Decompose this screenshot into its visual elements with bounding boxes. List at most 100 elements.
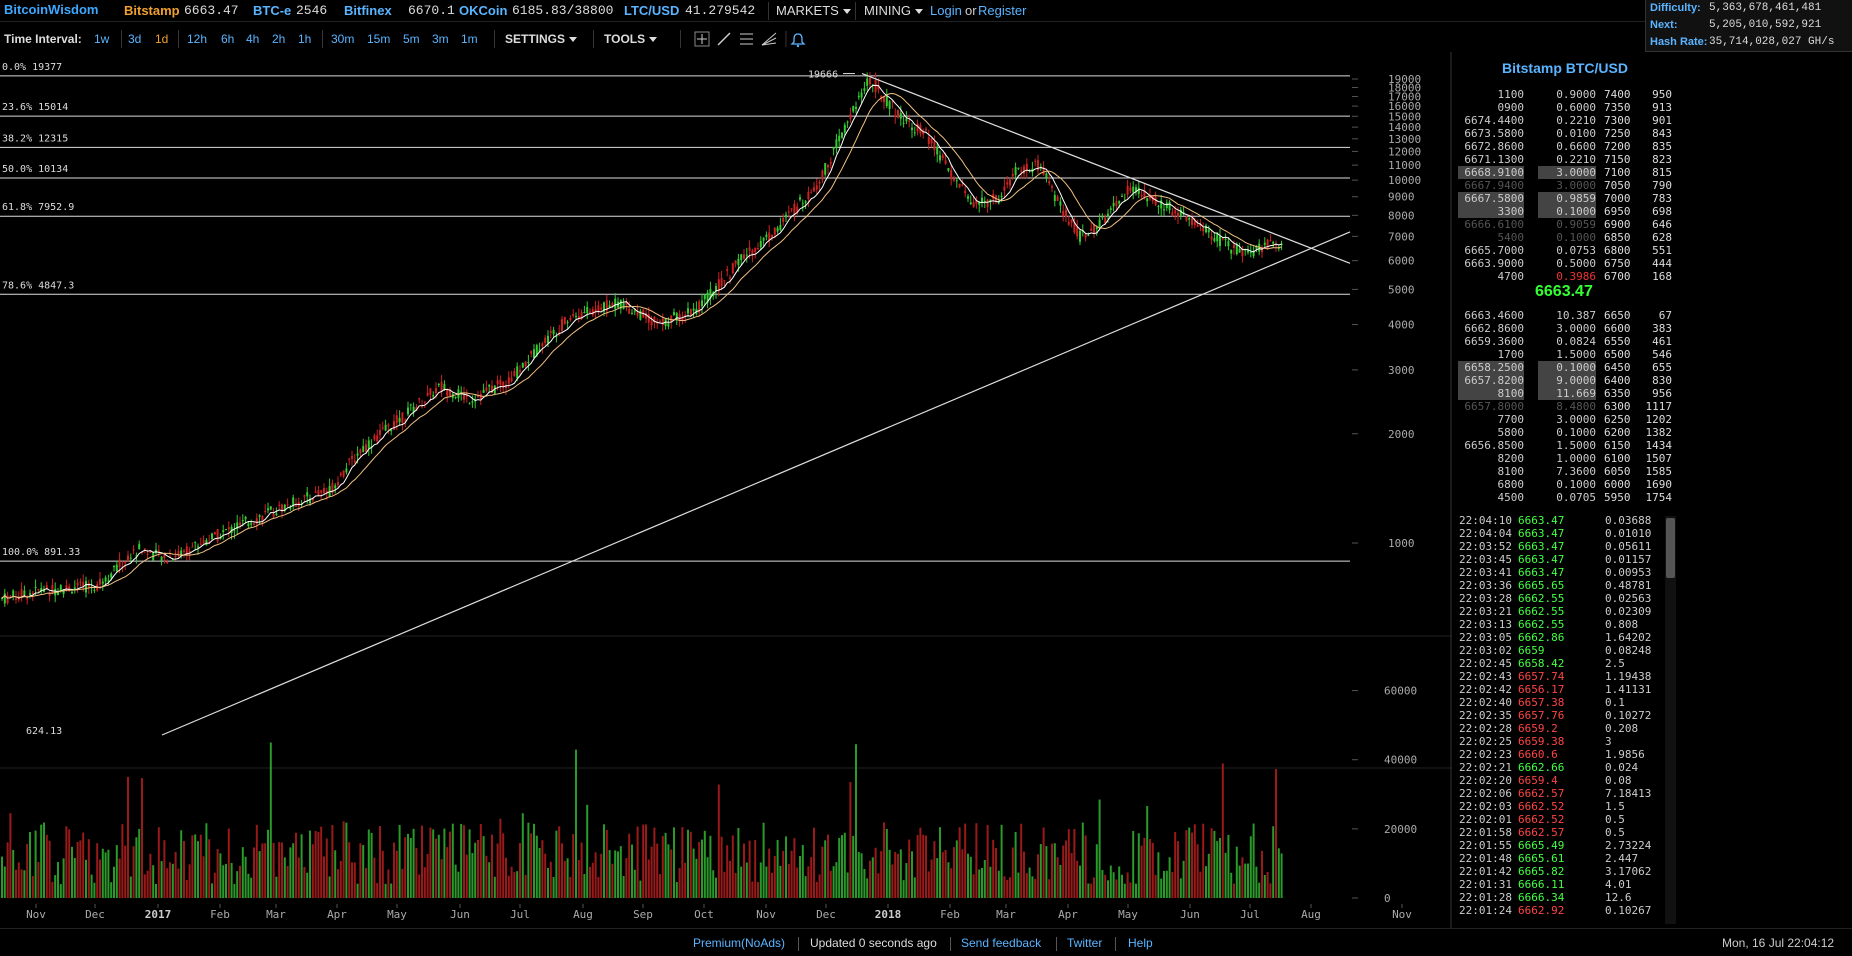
interval-1w[interactable]: 1w [94, 32, 110, 46]
chart-svg[interactable]: 1900018000170001600015000140001300012000… [0, 52, 1452, 928]
candle-body [916, 123, 919, 132]
interval-30m[interactable]: 30m [331, 32, 355, 46]
interval-3m[interactable]: 3m [432, 32, 449, 46]
price-tick-label: 12000 [1388, 145, 1421, 158]
interval-12h[interactable]: 12h [187, 32, 208, 46]
brand-logo[interactable]: BitcoinWisdom [4, 2, 99, 17]
volume-bar [597, 876, 600, 898]
trade-row: 22:03:41 6663.47 0.00953 [1452, 566, 1666, 579]
candle-body [222, 530, 225, 532]
order-book-title[interactable]: Bitstamp BTC/USD [1501, 60, 1628, 76]
candle-body [3, 593, 6, 604]
volume-bar [493, 876, 496, 898]
volume-bar [533, 823, 535, 898]
interval-5m[interactable]: 5m [403, 32, 420, 46]
candle-body [1272, 241, 1275, 244]
interval-1h[interactable]: 1h [298, 32, 312, 46]
tools-menu[interactable]: TOOLS [604, 32, 658, 46]
volume-bar [547, 867, 549, 898]
candle-body [491, 385, 493, 393]
interval-2h[interactable]: 2h [272, 32, 286, 46]
order-price: 6663.9000 [1464, 257, 1524, 270]
order-price: 5400 [1497, 231, 1525, 244]
candle-body [1070, 219, 1073, 223]
order-amount: 0.9859 [1538, 192, 1596, 205]
interval-4h[interactable]: 4h [246, 32, 260, 46]
ticker-exchange-btce[interactable]: BTC-e [253, 3, 292, 18]
volume-bar [1258, 882, 1261, 898]
candle-body [79, 581, 82, 583]
trendline-icon[interactable] [717, 32, 731, 46]
interval-15m[interactable]: 15m [367, 32, 391, 46]
x-tick-label: Feb [940, 908, 960, 921]
price-chart[interactable]: 19000 18000 17000 16000 15000 14000 13000 12000… [0, 52, 1452, 928]
price-tick-label: 4000 [1388, 319, 1415, 332]
register-link[interactable]: Register [978, 3, 1027, 18]
ticker-exchange-okcoin[interactable]: OKCoin [459, 3, 508, 18]
candle-body [1031, 168, 1034, 172]
settings-menu[interactable]: SETTINGS [505, 32, 578, 46]
depth-sum: 913 [1652, 101, 1672, 114]
volume-bar [328, 876, 331, 898]
candle-body [661, 318, 664, 325]
volume-bar [1081, 822, 1084, 898]
volume-bar [664, 832, 667, 898]
candle-body [15, 598, 17, 600]
candle-body [905, 118, 908, 122]
horizontal-lines-icon[interactable] [740, 33, 753, 45]
volume-bar [743, 843, 745, 898]
interval-1d[interactable]: 1d [155, 32, 169, 46]
candle-body [393, 421, 395, 430]
feedback-link[interactable]: Send feedback [961, 936, 1042, 950]
order-price: 1700 [1497, 348, 1525, 361]
trade-time: 22:04:04 [1459, 527, 1512, 540]
fibonacci-fan-icon[interactable] [761, 32, 777, 46]
price-tick-label: 9000 [1388, 191, 1415, 204]
volume-bar [185, 880, 188, 898]
trade-scrollbar[interactable] [1665, 516, 1676, 924]
volume-bar [342, 821, 345, 898]
trade-row: 22:01:55 6665.49 2.73224 [1452, 839, 1666, 852]
candle-body [611, 302, 614, 307]
twitter-link[interactable]: Twitter [1067, 936, 1103, 950]
candle-body [790, 208, 793, 210]
volume-bar [521, 813, 524, 898]
candle-body [885, 96, 888, 107]
trade-price: 6666.34 [1518, 891, 1565, 904]
volume-bar [295, 832, 297, 898]
candle-body [1249, 252, 1252, 254]
premium-link[interactable]: Premium(NoAds) [693, 936, 786, 950]
volume-bar [177, 868, 180, 898]
login-link[interactable]: Login [930, 3, 962, 18]
trade-scrollbar-thumb[interactable] [1666, 518, 1675, 578]
interval-1m[interactable]: 1m [461, 32, 478, 46]
interval-6h[interactable]: 6h [221, 32, 235, 46]
volume-bar [874, 847, 877, 898]
hashrate-label: Hash Rate: [1650, 36, 1708, 48]
volume-bar [138, 828, 141, 898]
candle-body [505, 385, 507, 389]
candle-body [118, 559, 121, 567]
trade-price: 6662.52 [1518, 813, 1565, 826]
interval-3d[interactable]: 3d [128, 32, 142, 46]
ticker-exchange-bitfinex[interactable]: Bitfinex [344, 3, 392, 18]
volume-bar [197, 841, 199, 898]
crosshair-icon[interactable] [694, 31, 710, 47]
volume-bar [569, 876, 572, 898]
mining-menu[interactable]: MINING [864, 3, 923, 18]
ticker-exchange-ltcusd[interactable]: LTC/USD [624, 3, 680, 18]
volume-bar [636, 826, 639, 898]
divider [121, 30, 122, 48]
markets-menu[interactable]: MARKETS [776, 3, 851, 18]
help-link[interactable]: Help [1128, 936, 1153, 950]
order-row-bid: 6657.8200 9.0000 6400 830 [1452, 374, 1678, 387]
candle-body [765, 234, 768, 238]
bell-icon[interactable] [790, 33, 806, 48]
order-amount: 3.0000 [1556, 413, 1596, 426]
depth-sum: 628 [1652, 231, 1672, 244]
ticker-exchange-bitstamp[interactable]: Bitstamp [124, 3, 180, 18]
volume-bar [110, 882, 113, 898]
candle-body [23, 590, 26, 596]
volume-bar [331, 825, 334, 898]
volume-bar [885, 828, 888, 898]
